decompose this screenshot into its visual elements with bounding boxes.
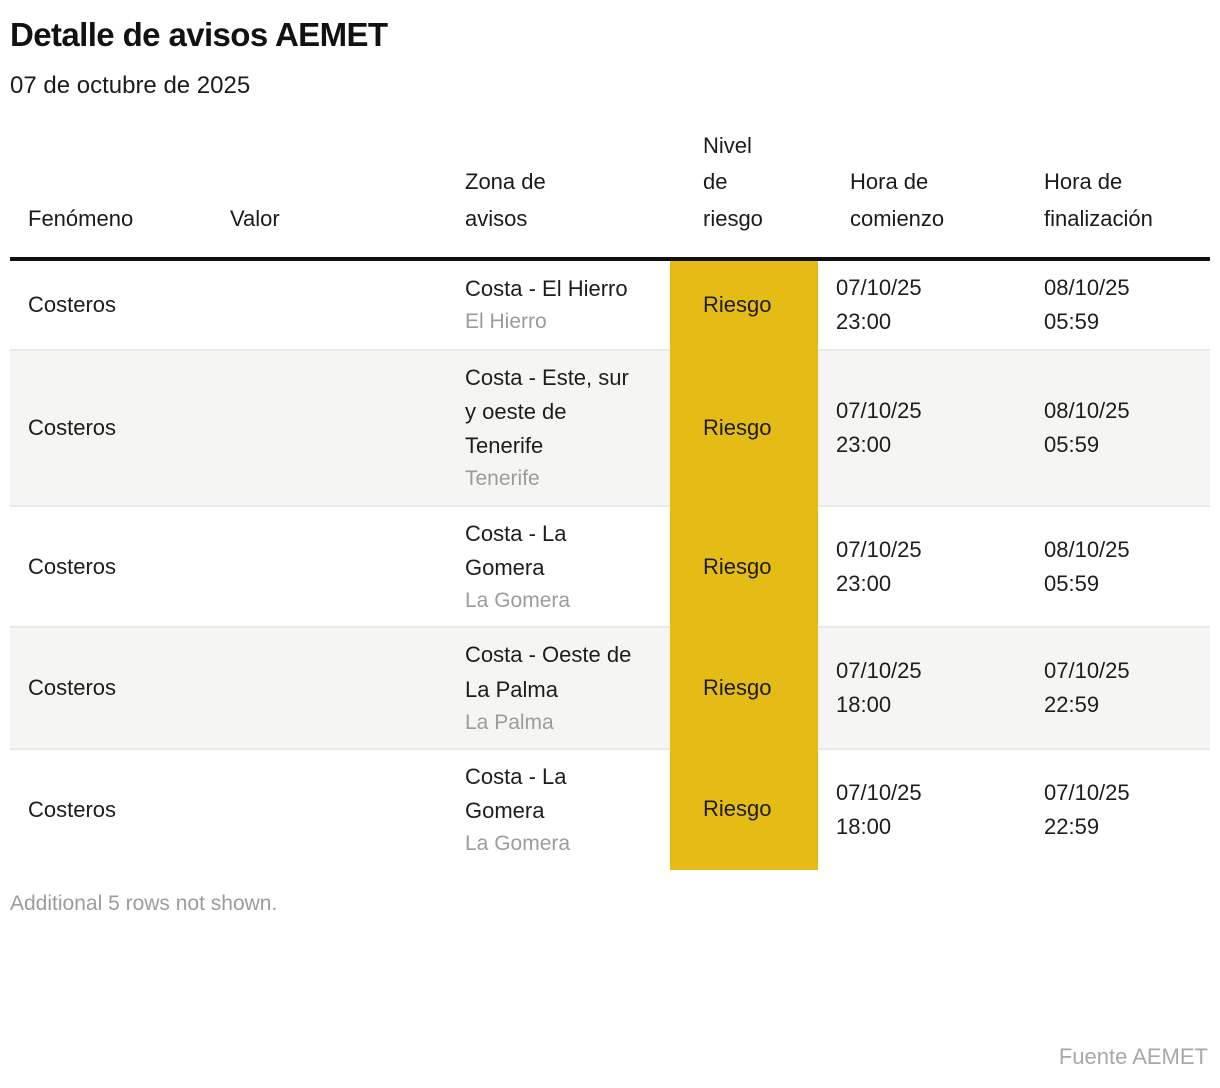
nivel-riesgo-label: Riesgo bbox=[703, 675, 772, 701]
chart-title: Detalle de avisos AEMET bbox=[10, 16, 388, 53]
nivel-riesgo-label: Riesgo bbox=[703, 796, 772, 822]
table-row: Costeros Costa - La Gomera La Gomera Riesgo… bbox=[10, 748, 1210, 870]
column-header-valor: Valor bbox=[212, 127, 447, 261]
chart-subtitle: 07 de octubre de 2025 bbox=[10, 71, 251, 99]
zona-name: Costa - La Gomera bbox=[465, 520, 567, 580]
column-header-fenomeno: Fenómeno bbox=[10, 127, 212, 261]
table-row: Costeros Costa - El Hierro El Hierro Riesgo… bbox=[10, 258, 1210, 351]
source-attribution: Fuente AEMET bbox=[1058, 1044, 1208, 1069]
zona-name: Costa - Este, sur y oeste de Tenerife bbox=[465, 365, 629, 459]
nivel-riesgo-cell: Riesgo bbox=[670, 350, 818, 506]
nivel-riesgo-cell: Riesgo bbox=[670, 258, 818, 351]
table-row: Costeros Costa - Oeste de La Palma La Palm… bbox=[10, 626, 1210, 750]
hora-comienzo-cell: 07/10/25 23:00 bbox=[818, 504, 1026, 628]
zona-region-label: Tenerife bbox=[465, 467, 540, 491]
nivel-riesgo-label: Riesgo bbox=[703, 414, 772, 440]
table-header: Fenómeno Valor Zona de avisos Nivel de r… bbox=[10, 127, 1210, 261]
zona-avisos-cell: Costa - La Gomera La Gomera bbox=[447, 504, 670, 628]
hora-comienzo-cell: 07/10/25 23:00 bbox=[836, 274, 922, 334]
fenomeno-cell: Costeros bbox=[10, 626, 212, 750]
fenomeno-cell: Costeros bbox=[28, 291, 117, 317]
zona-name: Costa - Oeste de La Palma bbox=[465, 642, 632, 702]
zona-region-label: La Palma bbox=[465, 710, 554, 734]
fenomeno-cell: Costeros bbox=[10, 504, 212, 628]
hora-comienzo-cell: 07/10/25 18:00 bbox=[818, 626, 1026, 750]
table-body: Costeros Costa - El Hierro El Hierro Riesgo… bbox=[10, 258, 1210, 870]
valor-cell bbox=[212, 259, 447, 350]
hora-comienzo-cell: 07/10/25 18:00 bbox=[818, 748, 1026, 870]
column-header-nivel-riesgo: Nivel de riesgo bbox=[670, 127, 818, 261]
zona-region-label: La Gomera bbox=[465, 832, 571, 856]
hora-finalizacion-cell: 08/10/25 05:59 bbox=[1026, 349, 1210, 506]
column-header-zona: Zona de avisos bbox=[447, 127, 670, 261]
zona-avisos-cell: Costa - El Hierro El Hierro bbox=[447, 259, 670, 350]
hora-comienzo-cell: 07/10/25 23:00 bbox=[818, 349, 1026, 506]
zona-region-label: La Gomera bbox=[465, 588, 571, 612]
zona-avisos-cell: Costa - Este, sur y oeste de Tenerife Ten… bbox=[447, 349, 670, 506]
table-header-row: Fenómeno Valor Zona de avisos Nivel de r… bbox=[10, 127, 1210, 261]
nivel-riesgo-cell: Riesgo bbox=[670, 749, 818, 870]
zona-avisos-cell: Costa - Oeste de La Palma La Palma bbox=[447, 626, 670, 750]
hora-finalizacion-cell: 08/10/25 05:59 bbox=[1044, 274, 1130, 334]
hora-finalizacion-cell: 07/10/25 22:59 bbox=[1026, 626, 1210, 750]
hora-finalizacion-cell: 07/10/25 22:59 bbox=[1026, 748, 1210, 870]
hora-finalizacion-cell: 08/10/25 05:59 bbox=[1026, 504, 1210, 628]
nivel-riesgo-cell: Riesgo bbox=[670, 505, 818, 628]
table-row: Costeros Costa - Este, sur y oeste de Ten… bbox=[10, 349, 1210, 506]
column-header-hora-finalizacion: Hora de finalización bbox=[1026, 127, 1210, 261]
valor-cell bbox=[212, 504, 447, 628]
column-header-hora-comienzo: Hora de comienzo bbox=[818, 127, 1026, 261]
table-row: Costeros Costa - La Gomera La Gomera Riesgo… bbox=[10, 504, 1210, 628]
chart-header: Detalle de avisos AEMET 07 de octubre de… bbox=[0, 0, 1220, 100]
zona-name: Costa - La Gomera bbox=[465, 764, 567, 824]
nivel-riesgo-cell: Riesgo bbox=[670, 627, 818, 750]
valor-cell bbox=[212, 349, 447, 506]
zona-region-label: El Hierro bbox=[465, 310, 547, 334]
valor-cell bbox=[212, 626, 447, 750]
fenomeno-cell: Costeros bbox=[10, 748, 212, 870]
valor-cell bbox=[212, 748, 447, 870]
zona-name: Costa - El Hierro bbox=[465, 276, 628, 302]
warnings-table: Fenómeno Valor Zona de avisos Nivel de r… bbox=[10, 127, 1210, 870]
zona-avisos-cell: Costa - La Gomera La Gomera bbox=[447, 748, 670, 870]
nivel-riesgo-label: Riesgo bbox=[703, 292, 772, 318]
rows-not-shown-note: Additional 5 rows not shown. bbox=[10, 891, 278, 915]
fenomeno-cell: Costeros bbox=[10, 349, 212, 506]
nivel-riesgo-label: Riesgo bbox=[703, 553, 772, 579]
